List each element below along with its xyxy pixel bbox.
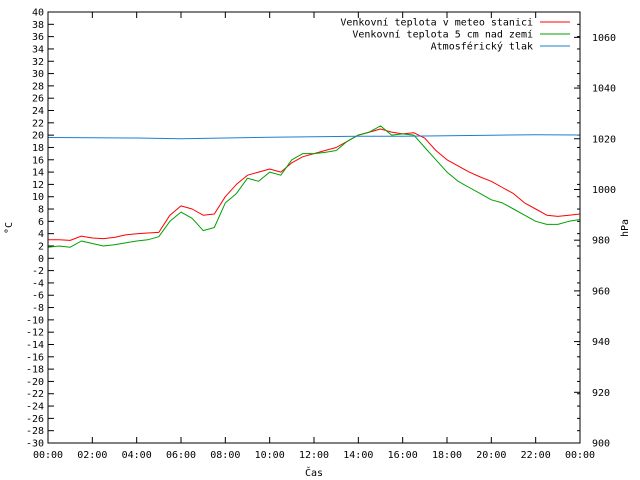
y-right-tick-label: 1040 xyxy=(592,84,616,95)
plot-frame xyxy=(47,11,581,444)
x-tick-label: 06:00 xyxy=(166,450,196,461)
x-tick-label: 22:00 xyxy=(521,450,551,461)
x-tick-label: 14:00 xyxy=(343,450,373,461)
legend-label: Venkovní teplota 5 cm nad zemí xyxy=(352,29,533,41)
y-left-tick-label: 4 xyxy=(38,229,44,240)
y-left-tick-label: 40 xyxy=(32,8,44,19)
y-left-tick-label: 16 xyxy=(32,155,44,166)
y-left-tick-label: -10 xyxy=(26,315,44,326)
series-line-3 xyxy=(47,134,581,140)
y-left-tick-label: -26 xyxy=(26,414,44,425)
y-left-tick-label: 22 xyxy=(32,118,44,129)
y-right-tick-label: 920 xyxy=(592,388,610,399)
series-line-2 xyxy=(47,125,581,248)
y-left-tick-label: -30 xyxy=(26,439,44,450)
x-tick-label: 00:00 xyxy=(33,450,63,461)
y-left-tick-label: 30 xyxy=(32,69,44,80)
x-tick-label: 08:00 xyxy=(210,450,240,461)
y-left-tick-label: -14 xyxy=(26,340,44,351)
y-left-tick-label: -12 xyxy=(26,328,44,339)
y-left-tick-label: -2 xyxy=(32,266,44,277)
series-layer xyxy=(47,125,581,248)
legend-label: Atmosférický tlak xyxy=(431,41,533,53)
ticks-layer: -30-28-26-24-22-20-18-16-14-12-10-8-6-4-… xyxy=(26,8,616,462)
y-right-tick-label: 980 xyxy=(592,236,610,247)
y-right-tick-label: 1020 xyxy=(592,134,616,145)
y-left-tick-label: 36 xyxy=(32,32,44,43)
y-left-tick-label: -24 xyxy=(26,402,44,413)
y-left-tick-label: 8 xyxy=(38,205,44,216)
y-left-tick-label: 38 xyxy=(32,20,44,31)
y-left-tick-label: 6 xyxy=(38,217,44,228)
y-right-tick-label: 1000 xyxy=(592,185,616,196)
y-left-tick-label: 18 xyxy=(32,143,44,154)
y-left-tick-label: -8 xyxy=(32,303,44,314)
y-left-tick-label: -6 xyxy=(32,291,44,302)
y-axis-label-right: hPa xyxy=(620,219,631,237)
y-right-tick-label: 900 xyxy=(592,439,610,450)
y-left-tick-label: -22 xyxy=(26,389,44,400)
y-left-tick-label: 28 xyxy=(32,81,44,92)
y-left-tick-label: 34 xyxy=(32,44,44,55)
y-left-tick-label: 14 xyxy=(32,168,44,179)
y-left-tick-label: -16 xyxy=(26,352,44,363)
x-tick-label: 00:00 xyxy=(565,450,595,461)
y-left-tick-label: 12 xyxy=(32,180,44,191)
y-left-tick-label: -20 xyxy=(26,377,44,388)
y-left-tick-label: -18 xyxy=(26,365,44,376)
x-tick-label: 10:00 xyxy=(255,450,285,461)
legend-label: Venkovní teplota v meteo stanici xyxy=(340,17,533,29)
x-tick-label: 18:00 xyxy=(432,450,462,461)
y-right-tick-label: 1060 xyxy=(592,33,616,44)
y-left-tick-label: 0 xyxy=(38,254,44,265)
y-left-tick-label: 32 xyxy=(32,57,44,68)
y-left-tick-label: -4 xyxy=(32,278,44,289)
y-left-tick-label: 26 xyxy=(32,94,44,105)
x-tick-label: 20:00 xyxy=(476,450,506,461)
x-tick-label: 02:00 xyxy=(77,450,107,461)
y-axis-label-left: °C xyxy=(4,222,15,234)
y-right-tick-label: 960 xyxy=(592,286,610,297)
legend: Venkovní teplota v meteo staniciVenkovní… xyxy=(340,17,570,53)
y-left-tick-label: 24 xyxy=(32,106,44,117)
x-tick-label: 12:00 xyxy=(299,450,329,461)
x-axis-label: Čas xyxy=(305,466,323,479)
y-left-tick-label: 20 xyxy=(32,131,44,142)
x-tick-label: 16:00 xyxy=(388,450,418,461)
y-left-tick-label: 10 xyxy=(32,192,44,203)
y-right-tick-label: 940 xyxy=(592,337,610,348)
y-left-tick-label: -28 xyxy=(26,426,44,437)
y-left-tick-label: 2 xyxy=(38,241,44,252)
x-tick-label: 04:00 xyxy=(122,450,152,461)
